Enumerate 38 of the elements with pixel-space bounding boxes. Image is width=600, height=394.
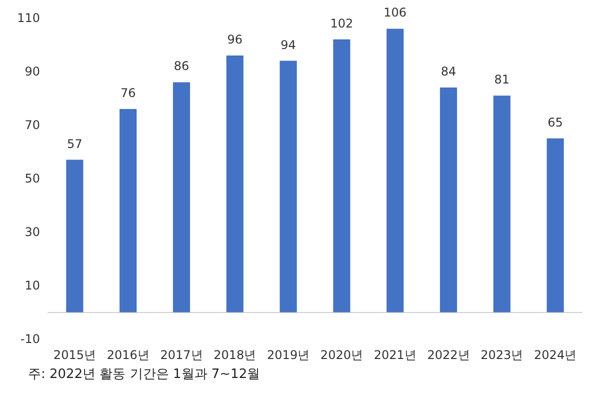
data-label: 57 — [67, 136, 82, 151]
y-tick-label: 90 — [24, 64, 40, 78]
bar — [386, 28, 404, 312]
bar — [172, 82, 190, 312]
y-tick-label: 70 — [24, 118, 40, 132]
data-label: 94 — [280, 38, 296, 52]
data-label: 106 — [384, 6, 407, 20]
data-label: 102 — [330, 16, 354, 30]
bar — [66, 160, 84, 312]
x-tick-label: 2016년 — [106, 348, 150, 362]
data-label: 81 — [494, 72, 510, 87]
x-tick-label: 2023년 — [480, 348, 524, 362]
bar — [280, 60, 297, 312]
bar — [440, 88, 458, 312]
y-tick-label: 50 — [24, 172, 40, 186]
x-tick-label: 2015년 — [53, 348, 96, 362]
bar — [226, 55, 244, 312]
y-tick-label: 110 — [17, 11, 40, 25]
x-tick-label: 2020년 — [320, 348, 363, 362]
bar — [120, 108, 137, 312]
bar — [493, 96, 510, 312]
bar — [546, 138, 564, 312]
x-tick-label: 2024년 — [534, 348, 577, 362]
y-tick-label: -10 — [20, 332, 40, 346]
y-tick-label: 30 — [24, 225, 40, 239]
x-tick-label: 2019년 — [267, 348, 310, 362]
x-tick-label: 2018년 — [214, 348, 256, 362]
data-label: 96 — [227, 32, 243, 46]
data-label: 86 — [174, 59, 190, 74]
x-tick-label: 2017년 — [160, 348, 203, 362]
data-label: 76 — [120, 86, 136, 100]
data-label: 65 — [548, 115, 563, 130]
x-tick-label: 2022년 — [427, 348, 470, 362]
data-label: 84 — [440, 64, 456, 79]
text: 주: 2022년 활동 기간은 1월과 7~12월 — [28, 367, 260, 382]
y-tick-label: 10 — [24, 278, 40, 292]
x-tick-label: 2021년 — [374, 348, 416, 362]
bar — [333, 39, 350, 312]
